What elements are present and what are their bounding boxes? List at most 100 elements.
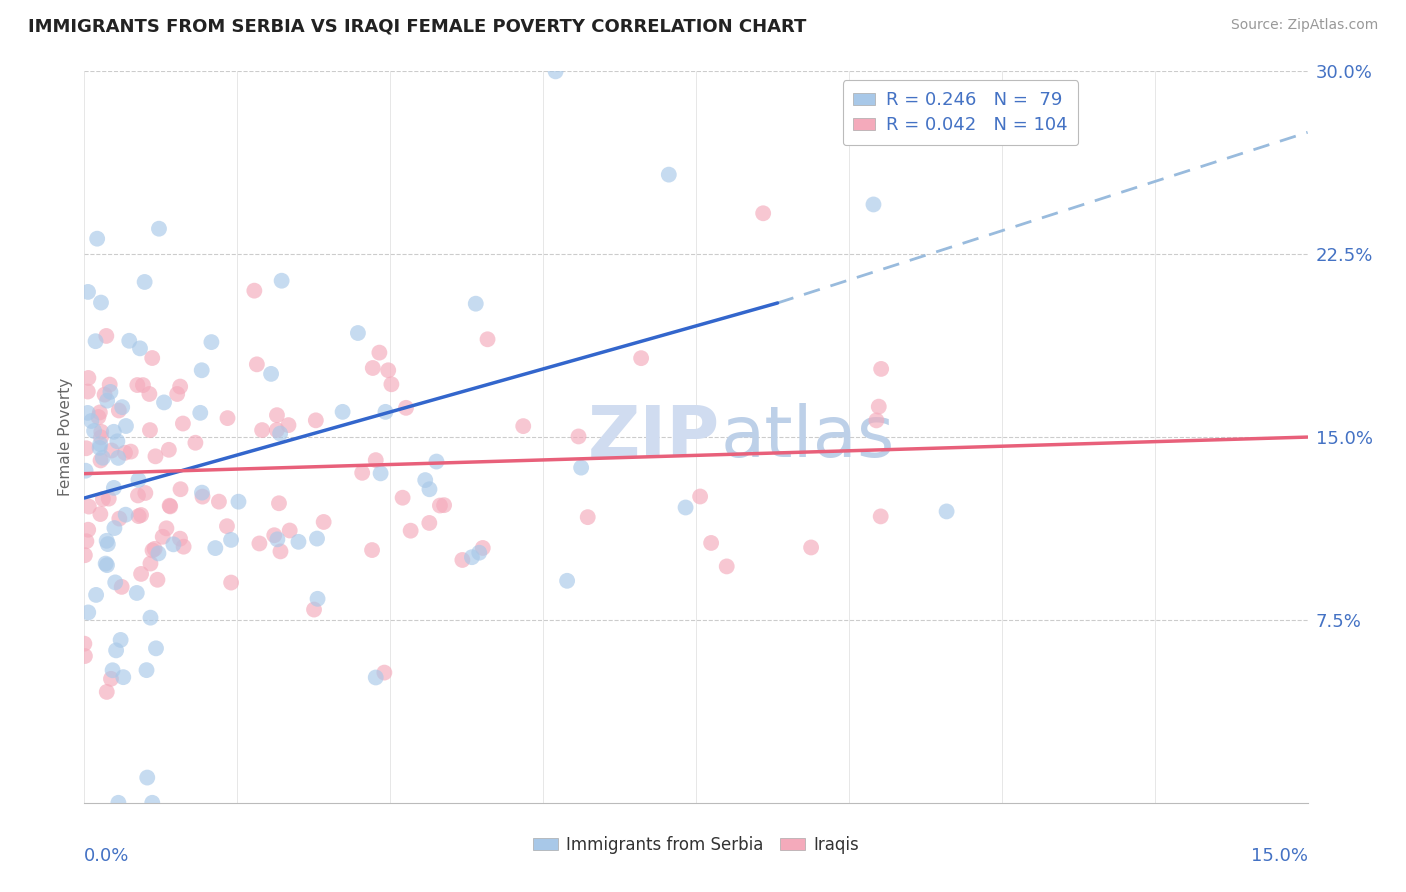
Point [512,419,534,434]
Point [139,423,162,437]
Point [433,498,456,512]
Point [155,521,177,535]
Point [73,637,96,651]
Point [169,482,191,496]
Point [138,387,160,401]
Point [118,334,141,348]
Point [125,586,148,600]
Point [141,351,163,365]
Point [90,453,112,467]
Point [347,326,370,340]
Point [83,424,105,438]
Point [97,491,120,506]
Point [305,532,328,546]
Point [143,541,166,556]
Point [468,546,491,560]
Point [700,536,723,550]
Point [260,367,283,381]
Point [399,524,422,538]
Point [269,426,291,441]
Point [89,405,111,419]
Point [108,511,131,525]
Point [107,796,129,810]
Point [191,490,214,504]
Point [111,400,134,414]
Point [96,329,118,343]
Point [128,509,150,524]
Point [377,363,399,377]
Point [184,435,207,450]
Point [107,450,129,465]
Point [935,504,957,518]
Point [200,335,222,350]
Point [302,602,325,616]
Point [96,393,118,408]
Point [90,295,112,310]
Point [870,362,893,376]
Point [139,610,162,624]
Point [134,486,156,500]
Point [101,663,124,677]
Text: atlas: atlas [720,402,894,472]
Point [112,670,135,684]
Point [96,533,118,548]
Point [127,488,149,502]
Point [464,296,486,310]
Point [115,419,138,434]
Point [157,442,180,457]
Point [374,405,396,419]
Point [461,550,484,565]
Point [77,500,100,514]
Point [73,548,96,562]
Point [146,573,169,587]
Point [91,450,114,465]
Point [451,553,474,567]
Point [96,685,118,699]
Point [215,519,238,533]
Point [129,566,152,581]
Text: 15.0%: 15.0% [1250,847,1308,864]
Point [97,537,120,551]
Point [287,534,309,549]
Point [145,450,167,464]
Point [127,378,149,392]
Point [332,405,354,419]
Text: IMMIGRANTS FROM SERBIA VS IRAQI FEMALE POVERTY CORRELATION CHART: IMMIGRANTS FROM SERBIA VS IRAQI FEMALE P… [28,18,807,36]
Point [141,543,163,558]
Point [75,442,97,456]
Point [73,648,96,663]
Y-axis label: Female Poverty: Female Poverty [58,378,73,496]
Point [103,521,125,535]
Point [135,663,157,677]
Point [87,410,110,425]
Point [307,591,329,606]
Point [169,379,191,393]
Point [689,490,711,504]
Point [148,546,170,560]
Point [675,500,697,515]
Point [114,508,136,522]
Point [246,357,269,371]
Point [89,441,111,455]
Point [162,537,184,551]
Point [219,533,242,547]
Point [716,559,738,574]
Point [266,423,288,437]
Point [190,363,212,377]
Point [270,274,292,288]
Point [368,345,391,359]
Point [98,377,121,392]
Point [208,494,231,508]
Point [93,387,115,401]
Point [105,643,128,657]
Point [555,574,578,588]
Point [75,534,97,549]
Point [305,413,328,427]
Point [152,530,174,544]
Point [84,588,107,602]
Point [75,464,97,478]
Point [90,430,112,444]
Point [269,544,291,558]
Point [862,197,884,211]
Point [77,371,100,385]
